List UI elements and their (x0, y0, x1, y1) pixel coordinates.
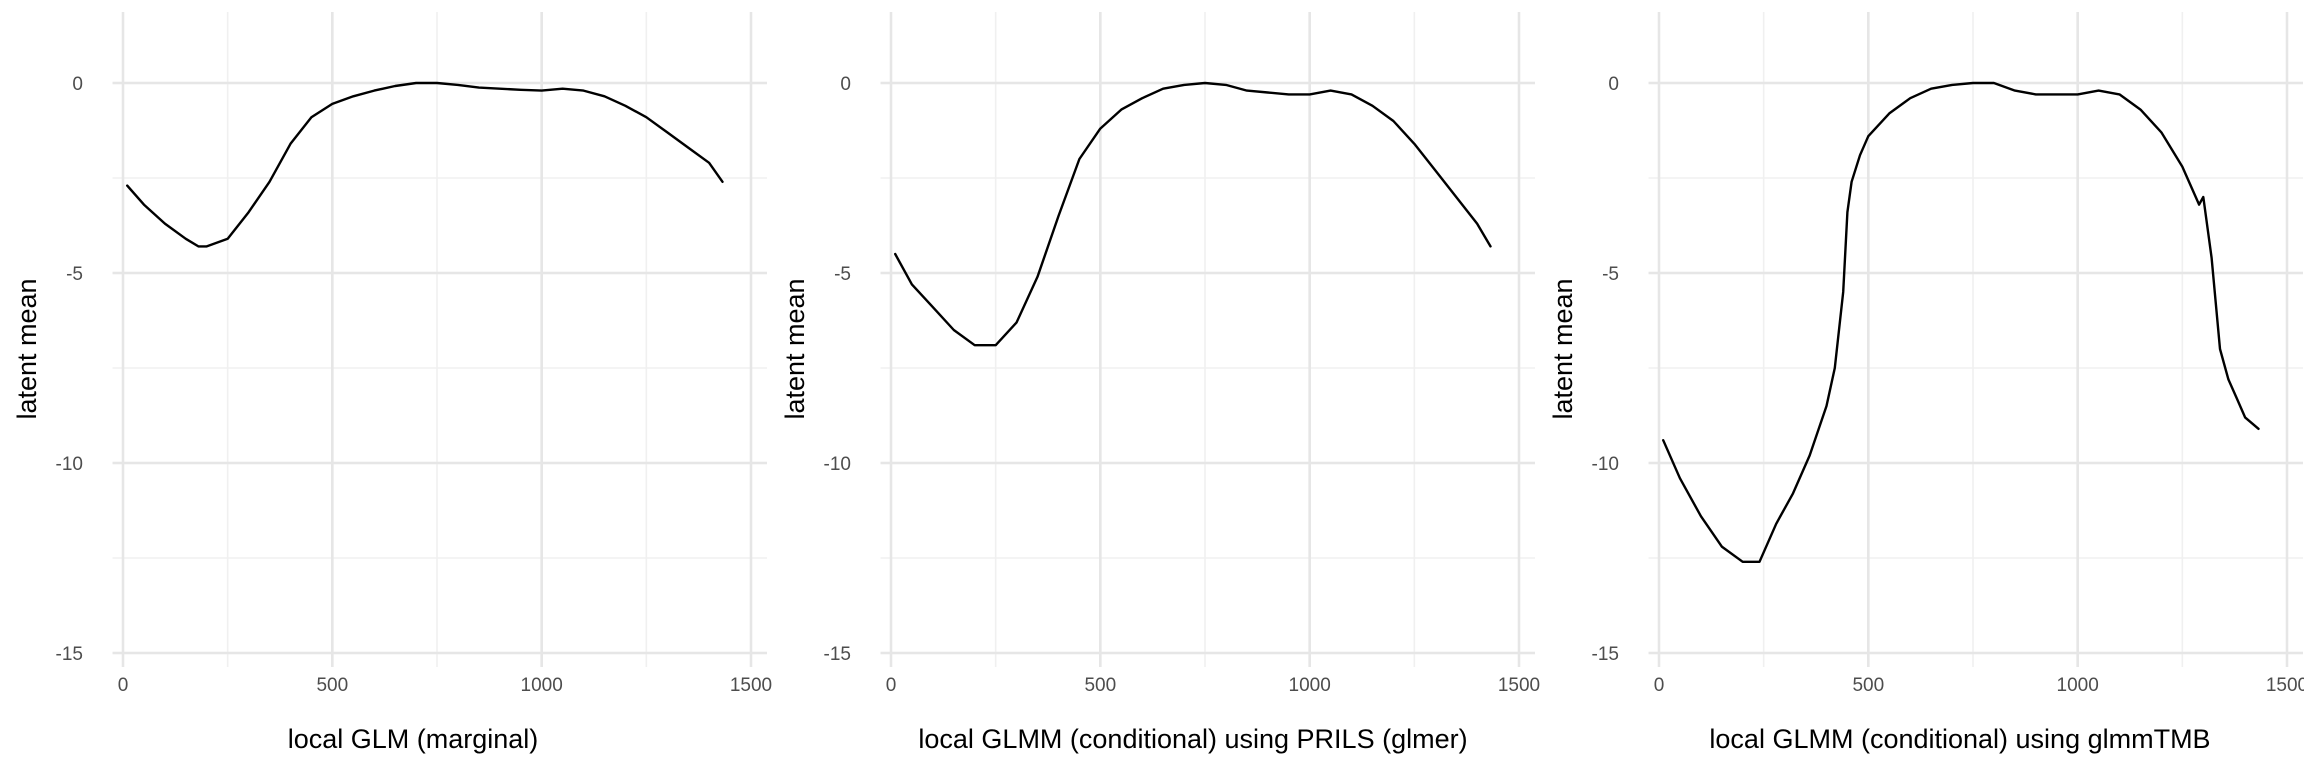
panel-3: 0 500 1000 1500 0 -5 -10 -15 local GLMM (conditi… (1548, 12, 2304, 754)
panel-2: 0 500 1000 1500 0 -5 -10 -15 local GLMM (conditi… (780, 12, 1540, 754)
x-tick-label: 0 (118, 675, 129, 696)
y-tick-label: -5 (834, 264, 851, 285)
x-tick-label: 0 (886, 675, 897, 696)
y-tick-label: -15 (1592, 644, 1619, 665)
y-tick-label: -15 (56, 644, 83, 665)
y-tick-label: -15 (824, 644, 851, 665)
y-tick-label: -5 (1602, 264, 1619, 285)
x-tick-label: 1000 (1289, 675, 1331, 696)
y-axis-title: latent mean (12, 278, 42, 419)
series-line (894, 81, 1492, 347)
y-tick-label: -10 (56, 454, 83, 475)
x-axis-title: local GLM (marginal) (288, 724, 539, 754)
series-line (1661, 81, 2260, 563)
x-tick-label: 500 (316, 675, 348, 696)
y-tick-label: -10 (824, 454, 851, 475)
y-tick-label: 0 (840, 74, 851, 95)
y-tick-label: -10 (1592, 454, 1619, 475)
x-tick-label: 1500 (2266, 675, 2304, 696)
x-tick-label: 500 (1852, 675, 1884, 696)
panel-1: 0 500 1000 1500 0 -5 -10 -15 local GLM (marginal… (12, 12, 772, 754)
y-tick-label: -5 (66, 264, 83, 285)
x-axis-title: local GLMM (conditional) using PRILS (gl… (918, 724, 1467, 754)
y-tick-label: 0 (72, 74, 83, 95)
x-tick-label: 1000 (2057, 675, 2099, 696)
x-axis-title: local GLMM (conditional) using glmmTMB (1709, 724, 2210, 754)
series-line (125, 81, 724, 248)
y-tick-label: 0 (1608, 74, 1619, 95)
x-tick-label: 0 (1654, 675, 1665, 696)
y-axis-title: latent mean (780, 278, 810, 419)
x-tick-label: 1500 (1498, 675, 1540, 696)
y-axis-title: latent mean (1548, 278, 1578, 419)
x-tick-label: 1500 (730, 675, 772, 696)
x-tick-label: 500 (1084, 675, 1116, 696)
x-tick-label: 1000 (521, 675, 563, 696)
